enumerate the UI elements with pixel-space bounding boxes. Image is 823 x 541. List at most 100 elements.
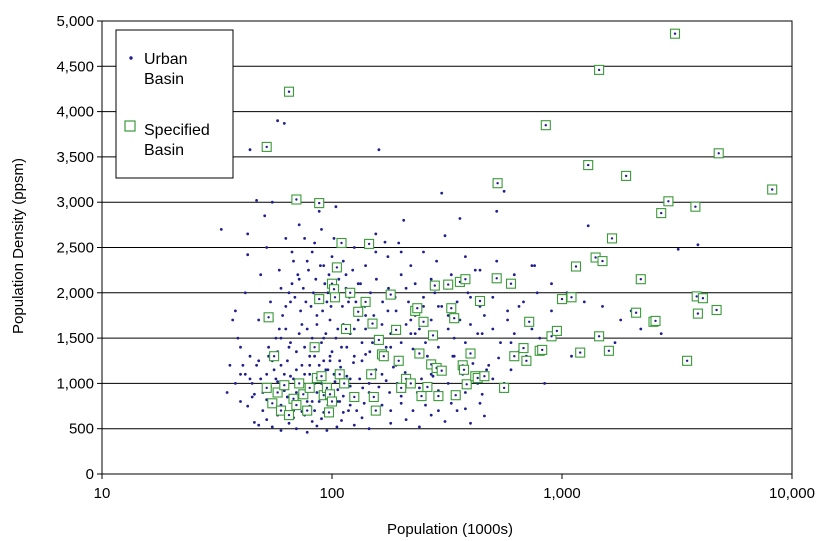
specified-basin-point-center [265, 145, 268, 149]
urban-basin-point [313, 409, 316, 412]
urban-basin-point [243, 291, 247, 295]
urban-basin-point [388, 391, 391, 394]
urban-basin-point [352, 361, 355, 364]
specified-basin-point-center [597, 68, 601, 72]
urban-basin-point [219, 228, 223, 231]
specified-basin-point-center [431, 334, 435, 337]
urban-basin-point [239, 345, 242, 349]
urban-basin-point [325, 300, 329, 304]
urban-basin-point [389, 345, 393, 349]
urban-basin-point [446, 327, 450, 331]
urban-basin-point [296, 273, 300, 277]
urban-basin-point [426, 354, 429, 358]
urban-basin-point [303, 372, 306, 376]
specified-basin-point-center [333, 296, 337, 299]
specified-basin-point-center [287, 90, 291, 93]
urban-basin-point [337, 277, 341, 281]
specified-basin-point-center [397, 359, 400, 362]
urban-basin-point [248, 354, 252, 358]
urban-basin-point [550, 282, 553, 286]
specified-basin-point-center [624, 174, 628, 178]
specified-basin-point-center [601, 259, 604, 263]
specified-basin-point-center [340, 241, 343, 245]
urban-basin-point [250, 382, 254, 385]
specified-basin-point-center [313, 346, 316, 349]
specified-basin-point-center [325, 386, 329, 390]
urban-basin-point [374, 232, 378, 236]
urban-basin-point [473, 268, 477, 272]
urban-basin-point [314, 277, 318, 281]
urban-basin-point [333, 380, 337, 383]
urban-basin-point [287, 291, 291, 295]
urban-basin-point [257, 423, 261, 427]
urban-basin-point [305, 327, 309, 331]
urban-basin-point [509, 368, 513, 372]
urban-basin-point [348, 377, 352, 381]
urban-basin-point [497, 356, 500, 360]
urban-basin-point [310, 400, 314, 403]
urban-basin-point [305, 430, 309, 434]
urban-basin-point [411, 409, 415, 412]
urban-basin-point [312, 291, 315, 295]
specified-basin-point-center [357, 310, 360, 313]
urban-basin-point [483, 414, 486, 418]
specified-basin-point-center [525, 359, 528, 362]
urban-basin-point [530, 264, 534, 267]
urban-basin-point [464, 255, 467, 258]
specified-basin-point-center [570, 296, 573, 299]
urban-basin-point [328, 318, 332, 322]
urban-basin-point [487, 363, 491, 367]
urban-basin-point [429, 372, 433, 376]
urban-basin-point [469, 421, 472, 425]
urban-basin-point [351, 268, 355, 272]
urban-basin-point [413, 332, 417, 335]
urban-basin-point [276, 119, 279, 123]
urban-basin-point [265, 372, 269, 376]
urban-basin-point [418, 327, 421, 331]
specified-basin-point-center [318, 201, 321, 205]
urban-basin-point [480, 392, 484, 396]
urban-basin-point [543, 382, 546, 385]
urban-basin-point [287, 421, 291, 425]
urban-basin-point [309, 305, 313, 308]
urban-basin-point [335, 425, 339, 429]
urban-basin-point [323, 282, 327, 286]
y-tick-label: 4,500 [56, 58, 94, 75]
urban-basin-point [255, 199, 258, 202]
specified-basin-point-center [594, 256, 597, 259]
urban-basin-point [361, 386, 365, 390]
specified-basin-point-center [685, 359, 689, 362]
urban-basin-point [270, 200, 274, 204]
urban-basin-point [676, 247, 680, 251]
specified-basin-point-center [418, 352, 421, 355]
specified-basin-point-center [318, 297, 321, 301]
urban-basin-point [354, 300, 358, 304]
urban-basin-point [359, 282, 362, 286]
specified-basin-point-center [382, 355, 385, 358]
urban-basin-point [446, 382, 450, 385]
urban-basin-point [332, 237, 336, 240]
urban-basin-point [305, 400, 309, 403]
urban-basin-point [469, 323, 472, 326]
specified-basin-point-center [555, 329, 559, 333]
specified-basin-point-center [298, 382, 301, 385]
legend-label-specified-line2: Basin [144, 142, 184, 159]
urban-basin-point [301, 286, 305, 290]
urban-basin-point [380, 372, 384, 376]
urban-basin-point [329, 305, 333, 308]
urban-basin-point [422, 295, 425, 299]
y-tick-label: 5,000 [56, 13, 94, 30]
urban-basin-point [330, 255, 334, 258]
urban-basin-point [315, 314, 319, 317]
specified-basin-point-center [639, 278, 642, 281]
urban-basin-point [341, 394, 345, 398]
urban-basin-point [458, 217, 462, 220]
urban-basin-point [435, 259, 438, 263]
urban-basin-point [371, 341, 374, 344]
urban-basin-point [397, 241, 401, 245]
urban-basin-point [476, 332, 480, 335]
specified-basin-point-center [673, 32, 677, 35]
legend-label-specified-line1: Specified [144, 122, 210, 139]
specified-basin-point-center [587, 163, 590, 167]
y-tick-label: 2,500 [56, 240, 94, 257]
